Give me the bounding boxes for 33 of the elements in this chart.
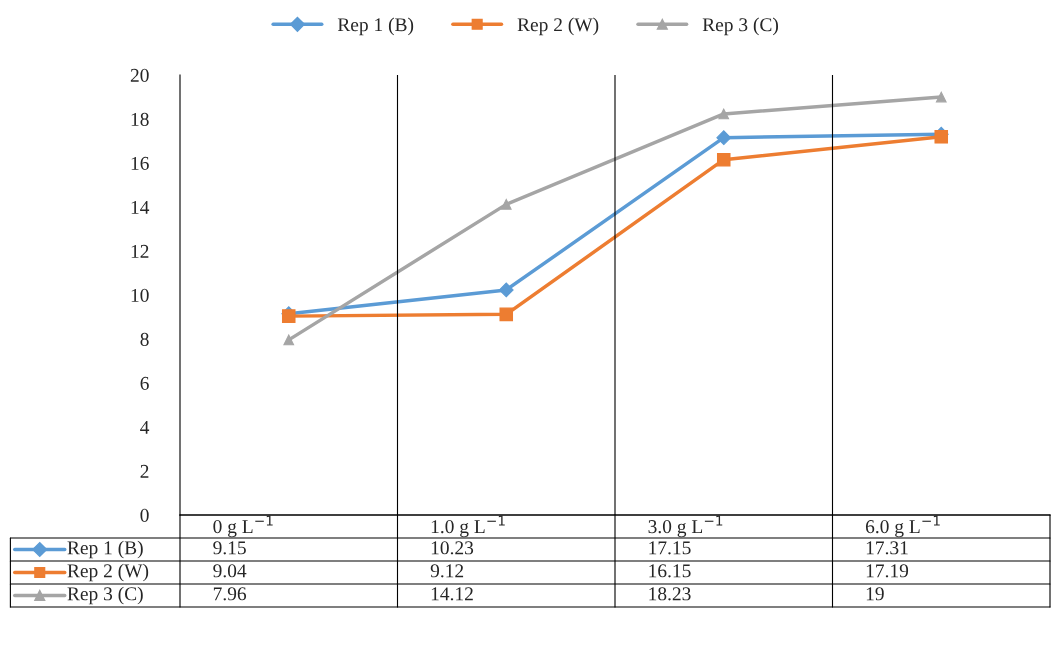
legend-label: Rep 1 (B) [337,17,414,36]
data-label: 17.19 [866,564,909,578]
text: Rep 2 (W) [67,563,149,582]
y-tick-label: 18 [131,112,149,126]
data-label: 17.15 [649,541,691,555]
x-tick-label: 1.0 g L$^{−1}$ [431,515,505,538]
y-tick-label: 8 [140,332,149,346]
data-label: 9.04 [213,564,247,578]
data-label: 16.15 [649,564,691,578]
x-tick-label: 0 g L$^{−1}$ [213,515,273,538]
data-label: 18.23 [649,587,691,601]
y-tick-label: 2 [140,464,149,478]
text: Rep 1 (B) [67,540,143,559]
y-tick-label: 4 [140,420,150,434]
data-label: 9.15 [213,541,246,555]
y-tick-label: 20 [130,68,149,82]
y-tick-label: 14 [131,200,150,214]
y-tick-label: 12 [131,244,149,258]
y-tick-label: 6 [140,376,149,390]
data-label: 9.12 [430,564,464,578]
x-tick-label: 3.0 g L$^{−1}$ [648,515,723,538]
legend-label: Rep 3 (C) [702,17,779,36]
y-tick-label: 0 [140,508,149,522]
y-tick-label: 10 [131,288,149,302]
x-tick-label: 6.0 g L$^{−1}$ [865,515,940,538]
data-label: 14.12 [431,587,473,601]
legend-label: Rep 2 (W) [517,17,599,36]
data-label: 17.31 [866,541,908,555]
y-tick-label: 16 [131,156,149,170]
data-label: 19 [866,587,884,601]
text: Rep 3 (C) [67,586,143,605]
data-label: 10.23 [431,541,474,555]
data-label: 7.96 [213,587,247,601]
